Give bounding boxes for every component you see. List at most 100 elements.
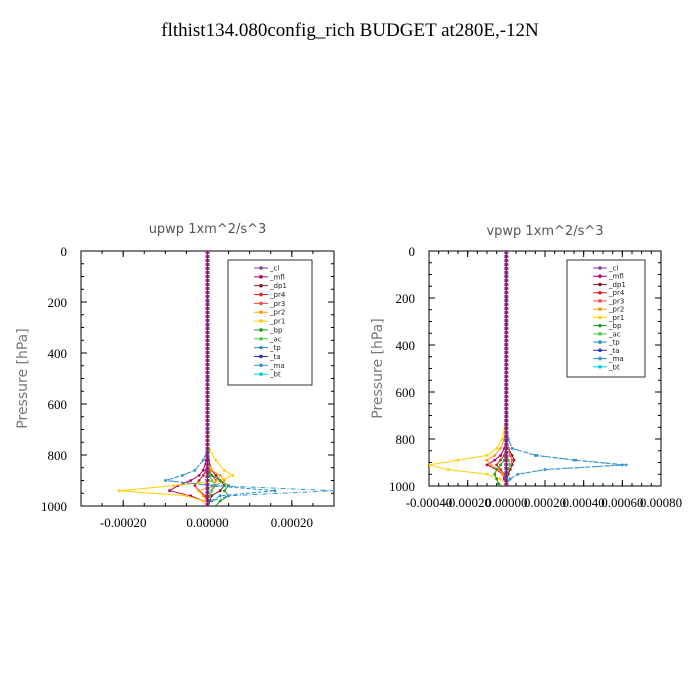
legend-item: _bp (254, 326, 283, 334)
data-point (210, 494, 214, 498)
data-point (214, 484, 218, 487)
data-point (516, 472, 520, 476)
legend-marker (598, 274, 602, 279)
legend-item: _pr2 (593, 306, 624, 314)
legend-label: _cl (269, 265, 279, 273)
data-point (180, 474, 184, 477)
data-point (499, 463, 502, 467)
data-point (214, 474, 218, 477)
legend-label: _ac (608, 330, 621, 338)
data-point (499, 484, 502, 486)
legend-marker (259, 319, 263, 323)
data-point (495, 463, 499, 467)
y-tick-label: 1000 (389, 479, 415, 494)
data-point (508, 477, 512, 481)
data-point (193, 468, 197, 472)
x-tick-label: 0.00020 (524, 495, 566, 510)
y-axis-label: Pressure [hPa] (15, 328, 31, 428)
legend-item: _pr3 (593, 297, 624, 305)
data-point (495, 468, 499, 471)
series-line-mfl (485, 251, 507, 486)
legend-item: _pr2 (254, 309, 285, 317)
data-point (499, 477, 502, 481)
data-point (456, 458, 460, 462)
y-tick-label: 200 (396, 291, 416, 306)
data-point (214, 458, 218, 462)
data-point (501, 472, 504, 476)
legend-label: _pr2 (608, 306, 624, 314)
data-point (197, 489, 201, 493)
data-point (495, 477, 499, 481)
data-point (222, 479, 226, 482)
data-point (485, 463, 489, 467)
legend-label: _pr4 (608, 289, 625, 297)
legend-label: _ta (269, 353, 281, 361)
legend-label: _cl (608, 265, 618, 273)
data-point (201, 494, 205, 498)
data-point (485, 458, 489, 462)
data-point (201, 458, 205, 462)
data-point (210, 489, 214, 493)
legend-marker (259, 292, 263, 297)
data-point (117, 489, 121, 493)
data-point (189, 479, 193, 482)
data-point (489, 463, 493, 467)
legend-box (566, 259, 646, 378)
data-point (218, 479, 222, 482)
data-point (508, 463, 512, 467)
legend-marker (259, 266, 263, 270)
data-point (197, 479, 201, 482)
legend-label: _pr1 (608, 314, 624, 322)
legend: _cl_mfl_dp1_pr4_pr3_pr2_pr1_bp_ac_tp_ta_… (566, 259, 646, 378)
legend-label: _tp (608, 339, 620, 347)
legend-marker (259, 283, 263, 288)
series-line-ma (505, 251, 627, 486)
legend-marker (598, 266, 602, 270)
legend-item: _cl (593, 265, 618, 273)
legend-marker (598, 332, 602, 336)
data-point (485, 472, 489, 476)
data-point (510, 463, 514, 467)
legend-item: _ta (254, 353, 281, 361)
legend-label: _bp (269, 326, 283, 334)
data-point (499, 447, 502, 450)
legend-label: _dp1 (269, 282, 287, 290)
data-point (201, 474, 205, 477)
x-tick-label: 0.00060 (601, 495, 643, 510)
data-point (218, 474, 222, 477)
legend-item: _bt (254, 371, 281, 379)
data-point (624, 463, 628, 467)
data-point (210, 499, 214, 503)
data-point (446, 468, 450, 471)
legend-item: _tp (254, 344, 281, 352)
data-point (493, 472, 497, 476)
data-point (510, 458, 514, 462)
data-point (214, 504, 218, 506)
legend-marker (598, 307, 602, 311)
legend-item: _mfl (254, 273, 285, 281)
y-tick-label: 600 (48, 397, 68, 412)
data-point (163, 479, 167, 482)
chart-panel-2: vpwp 1xm^2/s^3 Pressure [hPa] 0 200 400 600 80… (370, 224, 682, 510)
data-point (508, 454, 512, 457)
data-point (210, 479, 214, 482)
legend-marker (598, 315, 602, 320)
data-point (218, 489, 222, 493)
x-tick-label: 0.00080 (640, 495, 682, 510)
data-point (210, 468, 214, 472)
legend-marker (259, 345, 263, 350)
legend-marker (598, 323, 602, 328)
legend-label: _bt (269, 371, 281, 379)
data-point (508, 468, 512, 471)
series-group (117, 251, 334, 506)
y-tick-label: 400 (396, 338, 416, 353)
legend-marker (598, 340, 602, 344)
legend-item: _bp (593, 322, 622, 330)
data-point (501, 437, 504, 441)
legend-label: _ac (269, 335, 282, 343)
data-point (222, 489, 226, 493)
x-tick-label: 0.00000 (186, 515, 228, 530)
legend-item: _pr1 (593, 314, 624, 322)
y-tick-label: 800 (48, 448, 68, 463)
